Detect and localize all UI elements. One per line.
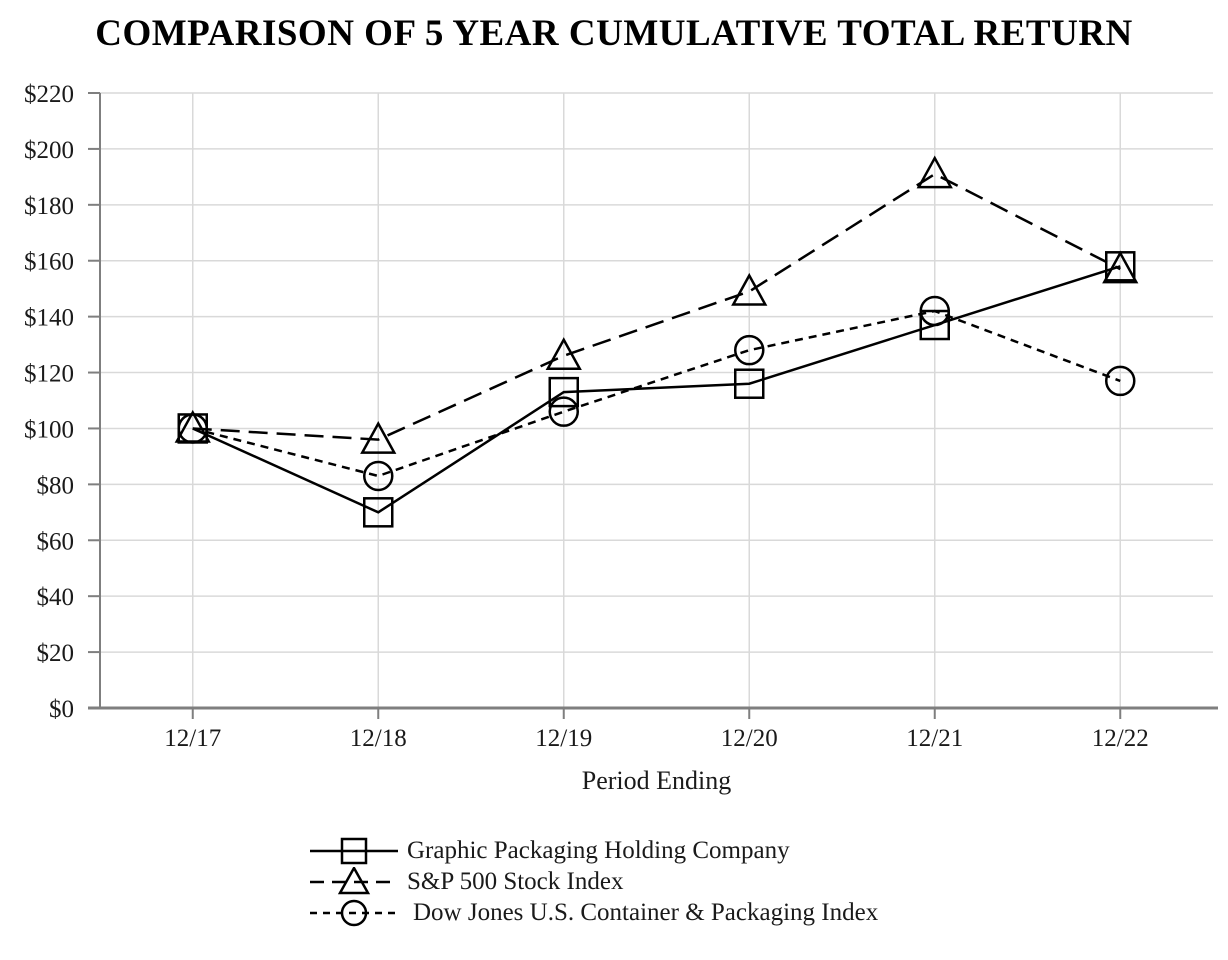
- y-axis-tick-label: $0: [49, 696, 74, 723]
- y-axis-tick-label: $100: [24, 416, 74, 443]
- y-axis-tick-label: $60: [37, 528, 75, 555]
- series-line: [192, 265, 1121, 514]
- x-axis-tick-label: 12/22: [1092, 725, 1149, 752]
- series-marker-circle: [734, 334, 765, 366]
- x-axis-tick-label: 12/21: [906, 725, 963, 752]
- series-marker-triangle: [731, 272, 768, 306]
- series-marker-triangle: [545, 337, 582, 371]
- series-marker-triangle: [360, 421, 397, 454]
- legend-sample-marker: [337, 866, 371, 894]
- series-marker-square: [548, 376, 579, 408]
- series-marker-square: [734, 368, 765, 399]
- x-axis-tick-label: 12/20: [721, 725, 778, 752]
- series-marker-circle: [548, 396, 579, 427]
- legend-item: Graphic Packaging Holding Company: [310, 835, 878, 866]
- y-axis-tick-label: $120: [24, 361, 74, 388]
- x-axis-tick-label: 12/18: [350, 725, 407, 752]
- legend-marker-circle-icon: [310, 899, 398, 926]
- y-axis-tick-label: $160: [24, 249, 74, 276]
- x-axis-tick-label: 12/19: [535, 725, 592, 752]
- y-axis-tick-label: $40: [37, 584, 75, 611]
- series-marker-square: [363, 497, 394, 528]
- y-axis-tick-label: $220: [24, 81, 74, 108]
- legend-sample-marker: [340, 899, 368, 926]
- series-marker-circle: [363, 460, 394, 492]
- series-marker-circle: [1105, 365, 1136, 397]
- y-axis-tick-label: $140: [24, 305, 74, 332]
- series-marker-circle: [919, 295, 950, 327]
- legend: Graphic Packaging Holding Company S&P 50…: [310, 835, 878, 928]
- legend-item: S&P 500 Stock Index: [310, 866, 878, 897]
- legend-sample-marker: [340, 837, 368, 864]
- legend-label: Graphic Packaging Holding Company: [407, 836, 790, 864]
- legend-marker-triangle-icon: [310, 866, 398, 894]
- x-axis-title: Period Ending: [581, 766, 732, 795]
- legend-item: Dow Jones U.S. Container & Packaging Ind…: [310, 897, 878, 928]
- y-axis-tick-label: $200: [24, 137, 74, 164]
- legend-marker-square-icon: [310, 837, 398, 864]
- legend-label: Dow Jones U.S. Container & Packaging Ind…: [413, 898, 879, 926]
- series-line: [192, 309, 1121, 478]
- y-axis-tick-label: $180: [24, 193, 74, 220]
- y-axis-tick-label: $80: [37, 472, 75, 499]
- x-axis-tick-label: 12/17: [164, 725, 221, 752]
- y-axis-tick-label: $20: [37, 640, 75, 667]
- legend-label: S&P 500 Stock Index: [407, 867, 624, 895]
- series-marker-triangle: [916, 155, 953, 189]
- series-marker-triangle: [1102, 250, 1139, 284]
- series-marker-circle: [177, 413, 208, 444]
- chart-title: COMPARISON OF 5 YEAR CUMULATIVE TOTAL RE…: [95, 13, 1133, 54]
- series-line: [192, 172, 1121, 441]
